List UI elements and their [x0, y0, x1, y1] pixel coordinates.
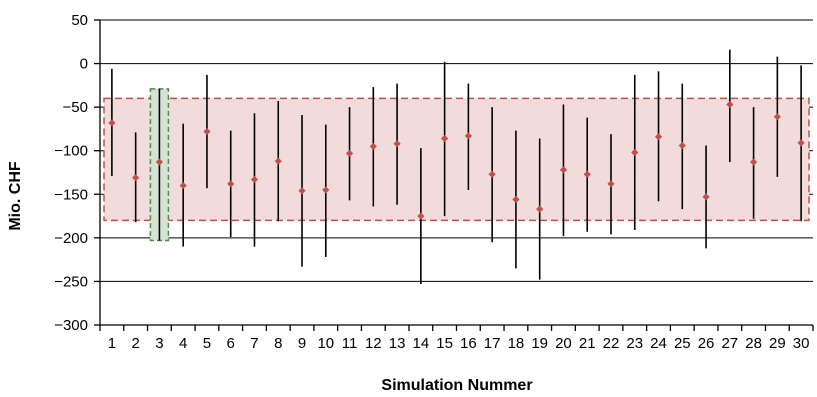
- x-tick-label: 10: [317, 335, 334, 352]
- x-tick-label: 21: [579, 335, 596, 352]
- y-tick-label: −200: [54, 230, 88, 247]
- x-tick-label: 30: [793, 335, 810, 352]
- x-tick-label: 19: [531, 335, 548, 352]
- x-tick-label: 12: [365, 335, 382, 352]
- y-tick-labels: 50 0 −50 −100 −150 −200 −250 −300: [54, 12, 88, 334]
- reference-band: [104, 98, 809, 220]
- x-tick-label: 8: [274, 335, 282, 352]
- x-tick-label: 16: [460, 335, 477, 352]
- x-tick-label: 17: [484, 335, 501, 352]
- y-tick-label: −50: [63, 99, 88, 116]
- x-axis-title: Simulation Nummer: [381, 377, 532, 394]
- x-tick-label: 24: [650, 335, 667, 352]
- y-axis-title: Mio. CHF: [7, 161, 24, 231]
- y-tick-label: 50: [71, 12, 88, 29]
- x-tick-label: 4: [179, 335, 187, 352]
- x-tick-label: 14: [413, 335, 430, 352]
- x-tick-label: 11: [342, 335, 358, 352]
- y-tick-label: 0: [80, 56, 88, 73]
- x-tick-label: 25: [674, 335, 691, 352]
- y-tick-label: −300: [54, 317, 88, 334]
- x-tick-label: 20: [555, 335, 572, 352]
- x-tick-label: 15: [436, 335, 453, 352]
- x-tick-label: 1: [108, 335, 116, 352]
- x-tick-label: 3: [155, 335, 163, 352]
- x-tick-label: 26: [698, 335, 715, 352]
- x-tick-label: 7: [250, 335, 258, 352]
- x-tick-label: 2: [131, 335, 139, 352]
- x-tick-label: 28: [745, 335, 762, 352]
- x-tick-label: 23: [626, 335, 643, 352]
- y-tick-label: −100: [54, 143, 88, 160]
- reference-band-layer: [104, 89, 809, 241]
- x-tick-label: 18: [508, 335, 525, 352]
- x-tick-label: 13: [389, 335, 406, 352]
- x-tick-label: 9: [298, 335, 306, 352]
- x-tick-label: 27: [721, 335, 738, 352]
- x-tick-label: 5: [203, 335, 211, 352]
- y-tick-label: −250: [54, 273, 88, 290]
- x-tick-label: 29: [769, 335, 786, 352]
- y-tick-label: −150: [54, 186, 88, 203]
- x-tick-labels: 1 2 3 4 5 6 7 8 9 10 11 12 13 14 15 16 17 18 19 20 21 22 23 24 2…: [108, 335, 810, 352]
- x-tick-label: 22: [603, 335, 620, 352]
- x-tick-label: 6: [227, 335, 235, 352]
